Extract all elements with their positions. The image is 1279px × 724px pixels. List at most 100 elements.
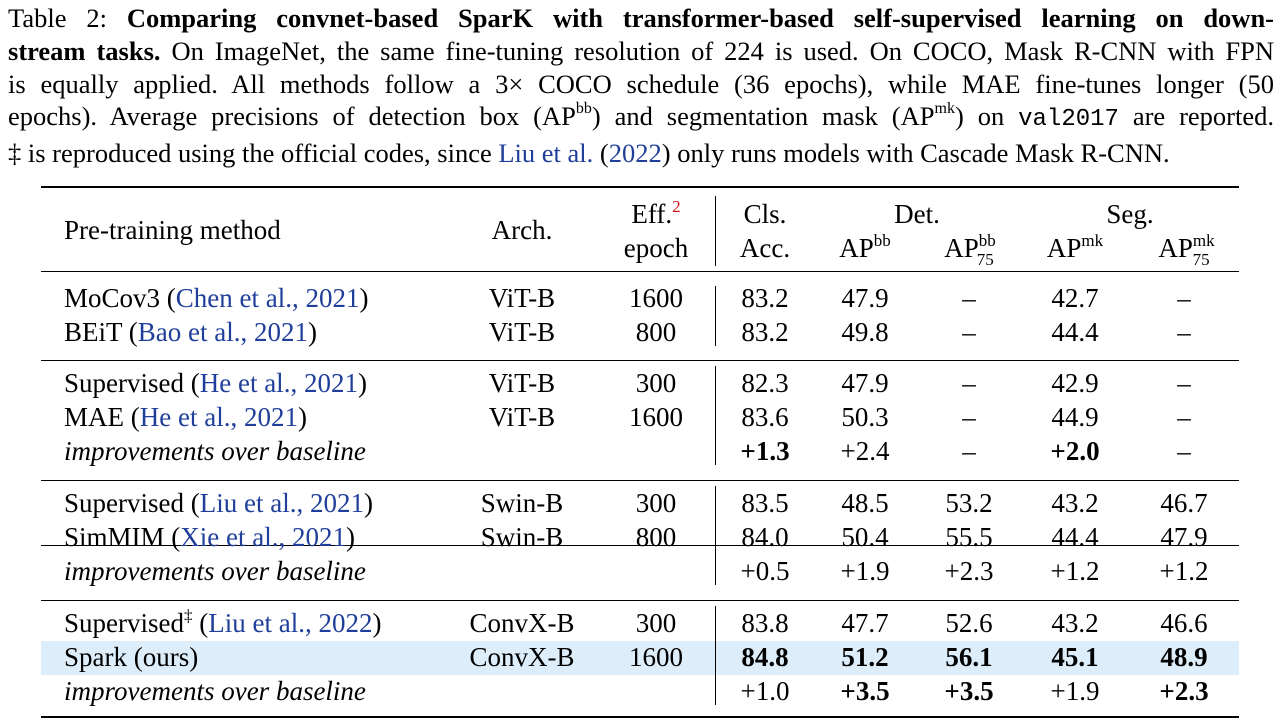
- group-rule-2: [41, 480, 1239, 481]
- row-0-apmk75: –: [1177, 283, 1191, 313]
- row-6-method: SimMIM (Xie et al., 2021): [64, 522, 355, 552]
- row-1-apbb: 49.8: [841, 317, 889, 347]
- row-3-arch: ViT-B: [488, 402, 556, 432]
- row-8-epoch: 300: [635, 608, 677, 638]
- row-8-apmk: 43.2: [1051, 608, 1099, 638]
- row-4-method: improvements over baseline: [64, 436, 366, 466]
- row-9-method: Spark (ours): [64, 642, 198, 672]
- row-3-apmk: 44.9: [1051, 402, 1099, 432]
- row-10-cls: +1.0: [740, 676, 790, 706]
- citation-link[interactable]: Liu et al., 2021: [199, 488, 364, 518]
- group-rule-3: [41, 600, 1239, 601]
- row-2-method: Supervised (He et al., 2021): [64, 368, 367, 398]
- row-4-apbb75: –: [962, 436, 976, 466]
- row-0-cls: 83.2: [741, 283, 789, 313]
- row-9-apmk: 45.1: [1051, 642, 1099, 672]
- citation-link[interactable]: Bao et al., 2021: [137, 317, 308, 347]
- row-9-apbb75: 56.1: [945, 642, 993, 672]
- citation-link[interactable]: Xie et al., 2021: [180, 522, 346, 552]
- dagger-mark: ‡: [183, 606, 193, 625]
- method-label: improvements over baseline: [64, 676, 366, 706]
- method-label: Spark (ours): [64, 642, 199, 672]
- citation-link[interactable]: He et al., 2021: [199, 368, 358, 398]
- header-apmk: APmk: [1046, 231, 1104, 263]
- citation-link[interactable]: Liu et al.,: [208, 608, 312, 638]
- row-2-cls: 82.3: [741, 368, 789, 398]
- citation-link-liu[interactable]: Liu et al.: [498, 138, 594, 169]
- method-label: improvements over baseline: [64, 436, 366, 466]
- row-0-apmk: 42.7: [1051, 283, 1099, 313]
- row-2-apmk: 42.9: [1051, 368, 1099, 398]
- row-6-apmk75: 47.9: [1160, 522, 1208, 552]
- citation-link[interactable]: He et al., 2021: [139, 402, 298, 432]
- row-5-apmk: 43.2: [1051, 488, 1099, 518]
- row-1-apbb75: –: [962, 317, 976, 347]
- row-1-epoch: 800: [635, 317, 677, 347]
- row-5-apbb75: 53.2: [945, 488, 993, 518]
- row-7-apmk75: +1.2: [1159, 556, 1209, 586]
- row-9-arch: ConvX-B: [469, 642, 575, 672]
- row-8-apbb75: 52.6: [945, 608, 993, 638]
- vline-g4: [715, 606, 717, 705]
- row-5-apbb: 48.5: [841, 488, 889, 518]
- row-7-apbb: +1.9: [840, 556, 890, 586]
- header-vline: [715, 196, 717, 266]
- method-label: Supervised: [64, 608, 184, 638]
- row-2-apbb75: –: [962, 368, 976, 398]
- header-acc: Acc.: [739, 233, 791, 263]
- row-5-arch: Swin-B: [480, 488, 564, 518]
- row-3-apbb75: –: [962, 402, 976, 432]
- method-label: BEiT: [64, 317, 123, 347]
- citation-link[interactable]: Chen et al., 2021: [175, 283, 360, 313]
- method-label: SimMIM: [64, 522, 165, 552]
- header-arch: Arch.: [491, 215, 553, 245]
- row-3-epoch: 1600: [629, 402, 683, 432]
- vline-g2: [715, 366, 717, 465]
- row-10-apbb75: +3.5: [944, 676, 994, 706]
- row-6-apbb: 50.4: [841, 522, 889, 552]
- row-5-apmk75: 46.7: [1160, 488, 1208, 518]
- row-6-arch: Swin-B: [480, 522, 564, 552]
- row-5-method: Supervised (Liu et al., 2021): [64, 488, 373, 518]
- header-method: Pre-training method: [64, 215, 281, 245]
- row-3-method: MAE (He et al., 2021): [64, 402, 307, 432]
- table-caption: Table 2: Comparing convnet-based SparK w…: [8, 2, 1274, 170]
- row-3-apmk75: –: [1177, 402, 1191, 432]
- method-label: Supervised: [64, 368, 184, 398]
- citation-year-link[interactable]: 2022: [318, 608, 373, 638]
- row-7-apbb75: +2.3: [944, 556, 994, 586]
- row-0-apbb: 47.9: [841, 283, 889, 313]
- row-3-cls: 83.6: [741, 402, 789, 432]
- row-10-apmk75: +2.3: [1159, 676, 1209, 706]
- row-3-apbb: 50.3: [841, 402, 889, 432]
- row-1-apmk75: –: [1177, 317, 1191, 347]
- row-10-apbb: +3.5: [840, 676, 890, 706]
- header-apbb75: APbb75: [944, 231, 996, 269]
- top-rule: [41, 186, 1239, 188]
- row-7-apmk: +1.2: [1050, 556, 1100, 586]
- method-label: MoCov3: [64, 283, 161, 313]
- row-1-arch: ViT-B: [488, 317, 556, 347]
- caption-line-1: Table 2: Comparing convnet-based SparK w…: [8, 2, 1274, 35]
- row-2-arch: ViT-B: [488, 368, 556, 398]
- row-9-cls: 84.8: [741, 642, 789, 672]
- row-7-cls: +0.5: [740, 556, 790, 586]
- caption-label: Table 2:: [8, 3, 107, 33]
- row-6-cls: 84.0: [741, 522, 789, 552]
- row-6-epoch: 800: [635, 522, 677, 552]
- row-2-apmk75: –: [1177, 368, 1191, 398]
- row-8-apmk75: 46.6: [1160, 608, 1208, 638]
- row-2-epoch: 300: [635, 368, 677, 398]
- footnote-2[interactable]: 2: [672, 197, 681, 216]
- caption-bold-title: Comparing convnet-based SparK with trans…: [126, 3, 1275, 33]
- header-epoch: epoch: [623, 233, 689, 263]
- row-7-method: improvements over baseline: [64, 556, 366, 586]
- header-rule: [41, 271, 1239, 272]
- citation-year-link[interactable]: 2022: [608, 138, 662, 169]
- row-8-cls: 83.8: [741, 608, 789, 638]
- vline-g1: [715, 286, 717, 346]
- row-0-apbb75: –: [962, 283, 976, 313]
- header-apmk75: APmk75: [1158, 231, 1215, 269]
- row-6-apmk: 44.4: [1051, 522, 1099, 552]
